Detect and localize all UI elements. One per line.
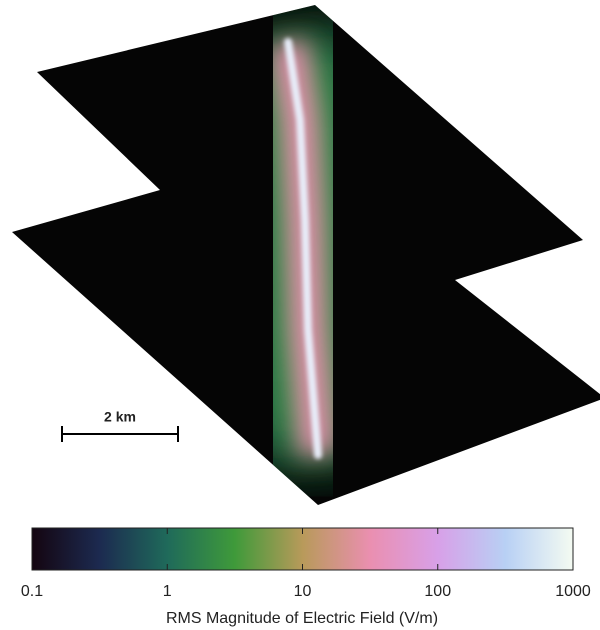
x-tick-label: 0.1	[21, 583, 43, 600]
x-tick-label: 1	[163, 583, 172, 600]
x-tick-label: 1000	[555, 583, 591, 600]
power-line	[284, 38, 322, 459]
scale-bar-label: 2 km	[104, 409, 136, 425]
scale-bar: 2 km	[61, 409, 179, 442]
x-tick-label: 10	[294, 583, 312, 600]
colorbar-label: RMS Magnitude of Electric Field (V/m)	[166, 610, 438, 627]
terrain	[12, 5, 600, 505]
x-tick-label: 100	[424, 583, 451, 600]
colorbar	[31, 527, 574, 571]
